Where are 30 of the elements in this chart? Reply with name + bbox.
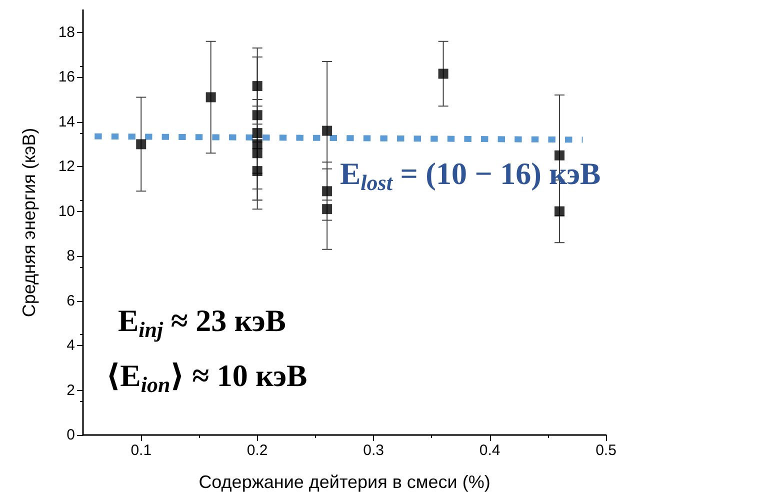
y-tick-label: 8 (66, 248, 75, 265)
x-axis-title: Содержание дейтерия в смеси (%) (198, 472, 490, 492)
x-tick-label: 0.5 (596, 442, 616, 459)
point (322, 186, 332, 196)
point (554, 206, 565, 216)
point (322, 204, 332, 214)
y-tick-label: 4 (66, 337, 75, 354)
y-tick-label: 18 (58, 24, 75, 41)
y-tick-label: 12 (58, 158, 75, 176)
point (252, 110, 262, 120)
point (252, 166, 262, 176)
point (322, 126, 332, 136)
y-tick-label: 16 (58, 68, 75, 86)
x-tick-label: 0.4 (479, 442, 500, 459)
x-tick-label: 0.2 (246, 442, 268, 459)
y-tick-label: 10 (58, 202, 75, 220)
point (252, 148, 262, 158)
point (136, 139, 146, 150)
point (438, 68, 448, 79)
x-tick-label: 0.3 (363, 442, 384, 459)
y-tick-label: 0 (66, 426, 75, 444)
point (252, 81, 262, 92)
y-axis-title: Средняя энергия (кэВ) (19, 128, 39, 318)
point (252, 128, 262, 138)
x-tick-label: 0.1 (130, 442, 152, 459)
point (252, 139, 262, 150)
y-tick-label: 6 (66, 292, 75, 310)
y-tick-label: 14 (58, 113, 75, 130)
y-tick-label: 2 (66, 382, 75, 399)
point (206, 92, 216, 102)
